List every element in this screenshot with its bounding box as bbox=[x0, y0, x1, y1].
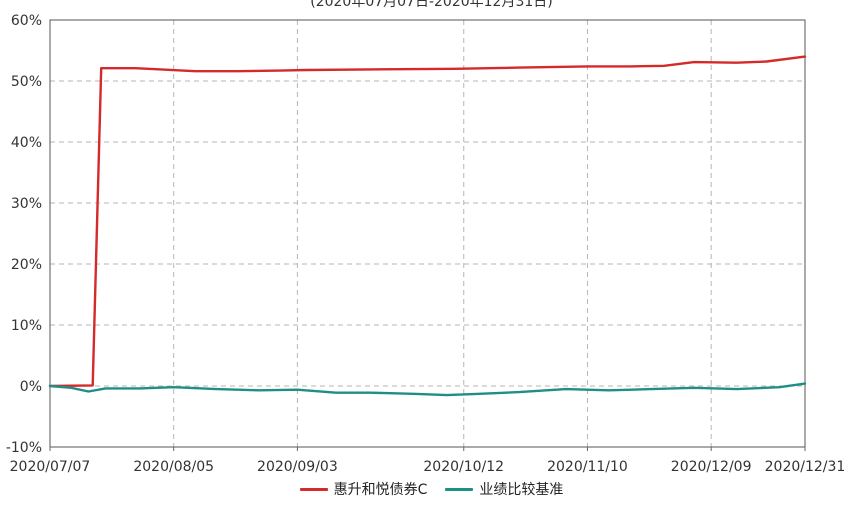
y-tick-label: -10% bbox=[6, 440, 42, 456]
series-line-1 bbox=[48, 55, 807, 388]
x-tick-label: 2020/12/31 bbox=[765, 459, 846, 475]
x-tick-label: 2020/07/07 bbox=[10, 459, 91, 475]
legend-item-series-2: 业绩比较基准 bbox=[445, 479, 563, 499]
y-tick-label: 10% bbox=[11, 318, 42, 334]
x-tick-label: 2020/11/10 bbox=[547, 459, 628, 475]
y-tick-label: 0% bbox=[20, 379, 42, 395]
y-tick-label: 30% bbox=[11, 196, 42, 212]
grid bbox=[50, 20, 805, 447]
x-tick-label: 2020/08/05 bbox=[133, 459, 214, 475]
y-tick-label: 50% bbox=[11, 74, 42, 90]
line-chart: 60%50%40%30%20%10%0%-10% 2020/07/07 2020/… bbox=[6, 13, 846, 475]
plot-frame bbox=[49, 19, 806, 448]
y-tick-label: 20% bbox=[11, 257, 42, 273]
chart-subtitle: (2020年07月07日-2020年12月31日) bbox=[310, 0, 553, 10]
legend-swatch-series-2 bbox=[445, 487, 474, 491]
series-line-2 bbox=[48, 382, 807, 397]
legend: 惠升和悦债券C 业绩比较基准 bbox=[0, 478, 863, 500]
y-tick-label: 40% bbox=[11, 135, 42, 151]
series-lines bbox=[48, 55, 807, 397]
legend-label-series-2: 业绩比较基准 bbox=[479, 482, 564, 498]
x-tick-label: 2020/12/09 bbox=[671, 459, 752, 475]
plot-area-border bbox=[49, 19, 806, 448]
x-tick-label: 2020/10/12 bbox=[423, 459, 504, 475]
y-axis-ticks: 60% 50% 40% 30% 20% 10% 0% -10% bbox=[6, 13, 42, 456]
legend-swatch-series-1 bbox=[299, 487, 328, 491]
y-tick-label: 60% bbox=[11, 13, 42, 29]
legend-label-series-1: 惠升和悦债券C bbox=[333, 482, 428, 498]
x-axis-ticks: 2020/07/07 2020/08/05 2020/09/03 2020/10/12… bbox=[10, 447, 846, 475]
legend-item-series-1: 惠升和悦债券C bbox=[299, 479, 428, 499]
x-tick-label: 2020/09/03 bbox=[257, 459, 338, 475]
